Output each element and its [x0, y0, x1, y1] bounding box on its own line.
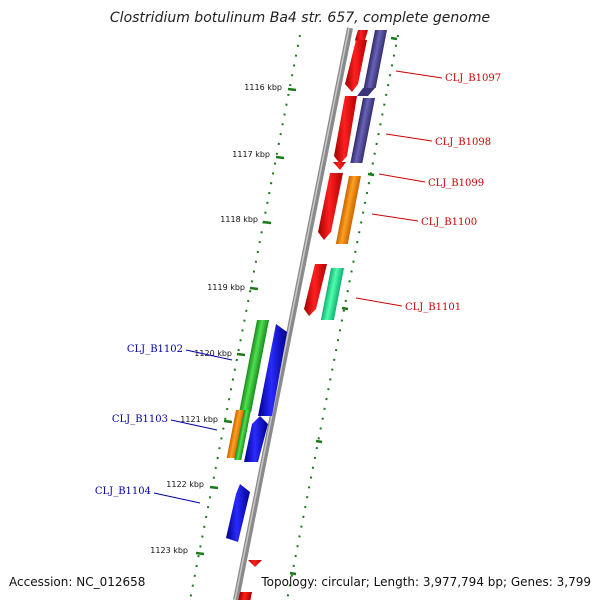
tick-mark [249, 286, 259, 291]
gene-arrow[interactable] [226, 484, 250, 542]
gene-label-clj-b1097[interactable]: CLJ_B1097 [445, 73, 501, 84]
tick-mark [262, 220, 272, 225]
tick-mark [223, 419, 233, 424]
tick-mark [236, 352, 246, 357]
gene-label-clj-b1100[interactable]: CLJ_B1100 [421, 217, 477, 228]
tick-label: 1116 kbp [244, 83, 282, 92]
gene-label-clj-b1102[interactable]: CLJ_B1102 [127, 344, 183, 355]
gene-block-green[interactable] [239, 320, 269, 412]
gene-label-clj-b1104[interactable]: CLJ_B1104 [95, 486, 151, 497]
tick-label: 1123 kbp [150, 546, 188, 555]
tick-label: 1117 kbp [232, 150, 270, 159]
outer-scale-track [189, 34, 301, 600]
gene-label-clj-b1099[interactable]: CLJ_B1099 [428, 178, 484, 189]
forward-strand-genes [238, 30, 387, 600]
accession-text: Accession: NC_012658 [9, 575, 145, 589]
scale-ticks: 1116 kbp 1117 kbp 1118 kbp 1119 kbp 1120… [150, 36, 398, 576]
gene-arrow[interactable] [333, 162, 346, 170]
gene-block-orange[interactable] [226, 410, 245, 458]
tick-mark [195, 551, 205, 556]
tick-mark [209, 485, 219, 490]
gene-arrow[interactable] [258, 324, 287, 416]
tick-mark [287, 87, 297, 92]
gene-block-orange[interactable] [335, 176, 361, 244]
gene-label-clj-b1098[interactable]: CLJ_B1098 [435, 137, 491, 148]
tick-label: 1122 kbp [166, 480, 204, 489]
tick-label: 1121 kbp [180, 415, 218, 424]
gene-block-green[interactable] [234, 410, 251, 460]
gene-arrow[interactable] [244, 416, 268, 462]
gene-label-clj-b1101[interactable]: CLJ_B1101 [405, 302, 461, 313]
gene-arrow[interactable] [248, 560, 262, 567]
gene-label-clj-b1103[interactable]: CLJ_B1103 [112, 414, 168, 425]
tick-label: 1120 kbp [194, 349, 232, 358]
tick-mark [275, 155, 285, 160]
map-title: Clostridium botulinum Ba4 str. 657, comp… [110, 10, 490, 26]
gene-arrow[interactable] [318, 173, 343, 240]
tick-label: 1119 kbp [207, 283, 245, 292]
topology-text: Topology: circular; Length: 3,977,794 bp… [260, 575, 591, 589]
gene-block-teal[interactable] [320, 268, 344, 320]
genome-backbone [233, 27, 353, 600]
gene-block-purple[interactable] [363, 30, 387, 88]
gene-arrow[interactable] [345, 40, 367, 92]
gene-arrow[interactable] [304, 264, 327, 316]
tick-label: 1118 kbp [220, 215, 258, 224]
gene-block-purple[interactable] [350, 98, 375, 163]
gene-labels: CLJ_B1097 CLJ_B1098 CLJ_B1099 CLJ_B1100 … [95, 70, 501, 504]
reverse-strand-genes [226, 320, 287, 542]
gene-arrow[interactable] [334, 96, 357, 164]
